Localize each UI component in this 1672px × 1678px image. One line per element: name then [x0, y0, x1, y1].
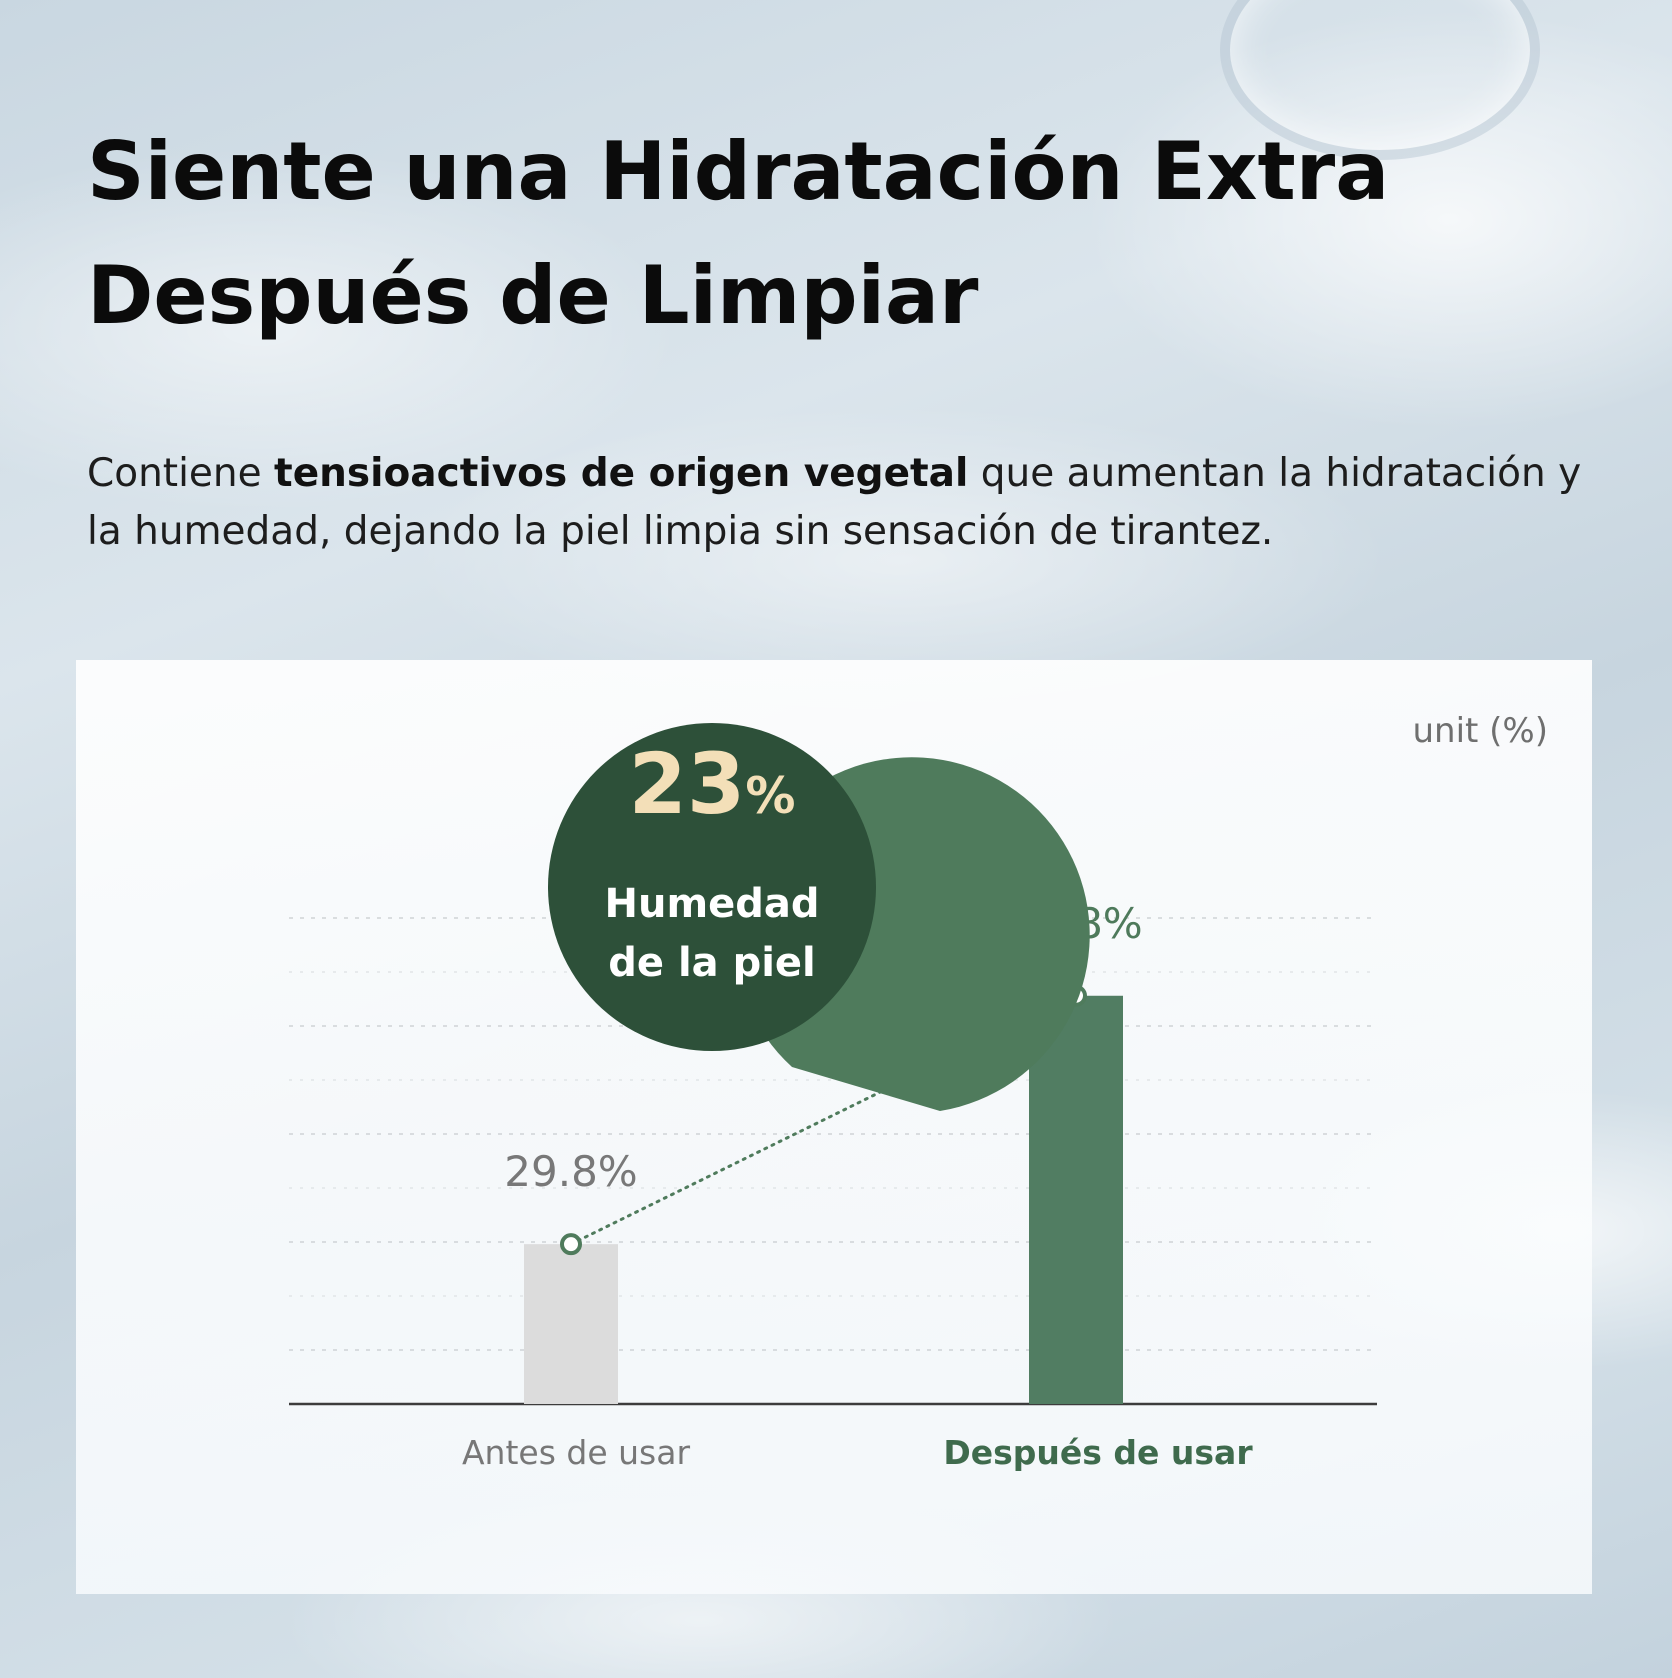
- trend-dotted-line: [569, 994, 1078, 1246]
- category-label-before-use: Antes de usar: [462, 1433, 690, 1472]
- skin-moisture-badge: 23% Humedad de la piel: [548, 723, 1090, 1111]
- marker-before-use: [560, 1233, 582, 1256]
- description-paragraph: Contiene tensioactivos de origen vegetal…: [87, 445, 1627, 561]
- badge-inner-circle: [548, 723, 876, 1051]
- category-label-after-use: Después de usar: [943, 1433, 1253, 1472]
- page-title: Siente una Hidratación Extra Después de …: [87, 110, 1527, 358]
- description-bold-text: tensioactivos de origen vegetal: [274, 451, 969, 496]
- description-text-1: Contiene: [87, 451, 275, 496]
- title-line-2: Después de Limpiar: [87, 249, 979, 342]
- chart-bars: [524, 995, 1123, 1404]
- badge-label-line-1: Humedad: [604, 881, 819, 927]
- value-label-before-use: 29.8%: [504, 1147, 637, 1196]
- unit-label: unit (%): [1412, 711, 1548, 751]
- bar-after-use: [1029, 995, 1123, 1404]
- bar-before-use: [524, 1244, 618, 1404]
- title-line-1: Siente una Hidratación Extra: [87, 125, 1390, 218]
- badge-label-line-2: de la piel: [608, 940, 816, 986]
- badge-value: 23%: [628, 735, 795, 833]
- description-text-2: que aumentan la hidratación y la humedad…: [87, 451, 1582, 554]
